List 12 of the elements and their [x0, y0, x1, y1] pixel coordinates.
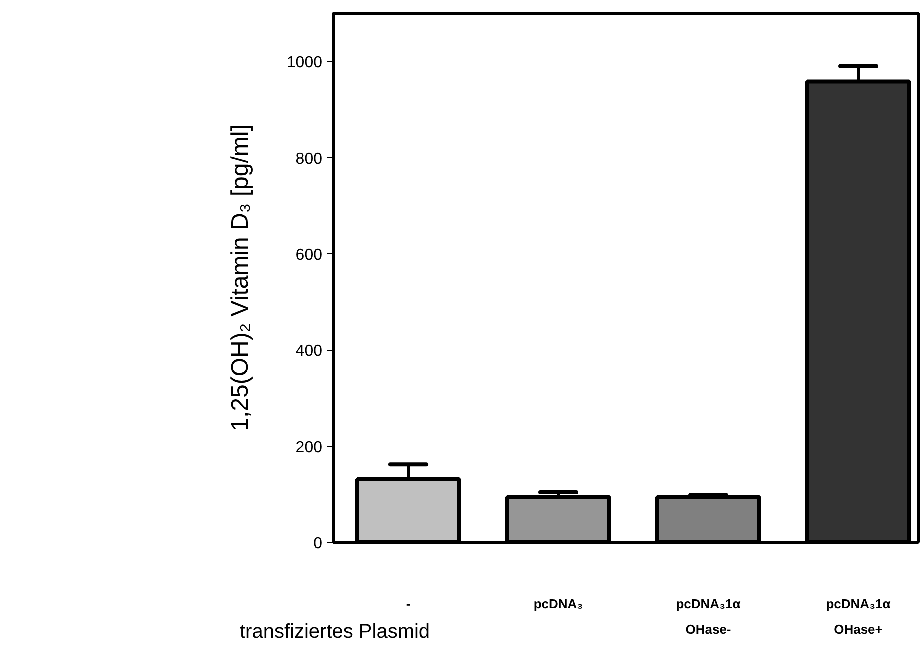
x-tick-label: pcDNA₃1α OHase- [676, 596, 741, 637]
y-tick-label: 0 [314, 536, 323, 552]
x-tick-label: - [406, 596, 411, 612]
y-tick-label: 600 [296, 246, 323, 264]
y-axis-title: 1,25(OH)₂ Vitamin D₃ [pg/ml] [226, 124, 254, 432]
y-tick-label: 200 [296, 439, 323, 456]
x-axis-title: transfiziertes Plasmid [240, 621, 430, 643]
x-tick-label: pcDNA₃ [534, 596, 584, 612]
x-tick-label: pcDNA₃1α OHase+ [826, 596, 891, 637]
y-tick-label: 1000 [286, 54, 323, 72]
y-tick-label: 400 [296, 343, 323, 360]
y-tick-label: 800 [296, 150, 323, 168]
